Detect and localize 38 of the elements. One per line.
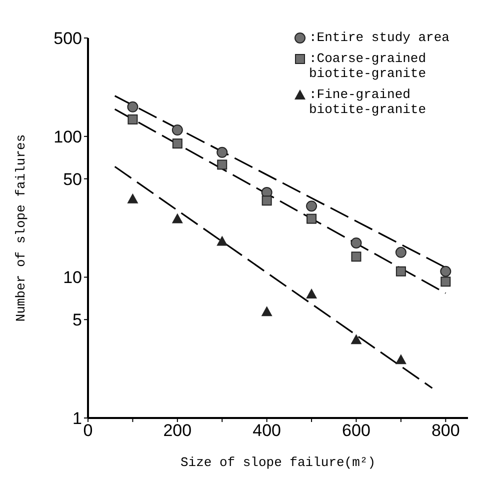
point (216, 236, 228, 246)
x-tick-label: 400 (252, 421, 282, 440)
point (172, 124, 183, 136)
point (306, 200, 318, 212)
point (172, 213, 183, 224)
x-tick-label: 600 (342, 421, 370, 440)
x-tick-label: 0 (83, 421, 93, 440)
point (440, 266, 452, 277)
point (395, 246, 406, 258)
point (217, 160, 228, 170)
point (350, 237, 362, 248)
y-tick-label: 500 (54, 29, 82, 48)
point (396, 266, 406, 276)
x-tick-label: 800 (431, 421, 460, 440)
y-tick-label: 5 (72, 310, 82, 330)
point (128, 114, 138, 124)
point (262, 196, 272, 206)
y-tick-label: 50 (63, 170, 82, 189)
x-tick-label: 200 (163, 421, 192, 440)
legend-label: :Entire study area (309, 30, 450, 45)
point (350, 334, 362, 344)
y-tick-label: 10 (63, 268, 82, 288)
legend-label: :Fine-grained biotite-granite (309, 87, 428, 117)
point (127, 193, 138, 204)
y-tick-label: 1 (72, 409, 82, 428)
y-axis-title: Number of slope failures (14, 134, 29, 322)
legend-label: :Coarse-grained biotite-granite (309, 51, 428, 81)
point (127, 101, 138, 112)
point (216, 146, 228, 158)
point (261, 306, 272, 316)
y-tick-label: 100 (54, 127, 82, 146)
point (306, 214, 317, 224)
point (306, 288, 318, 298)
point (172, 138, 182, 149)
x-axis-title: Size of slope failure(m²) (180, 455, 376, 470)
point (351, 252, 362, 262)
point (395, 354, 406, 364)
point (440, 276, 451, 287)
